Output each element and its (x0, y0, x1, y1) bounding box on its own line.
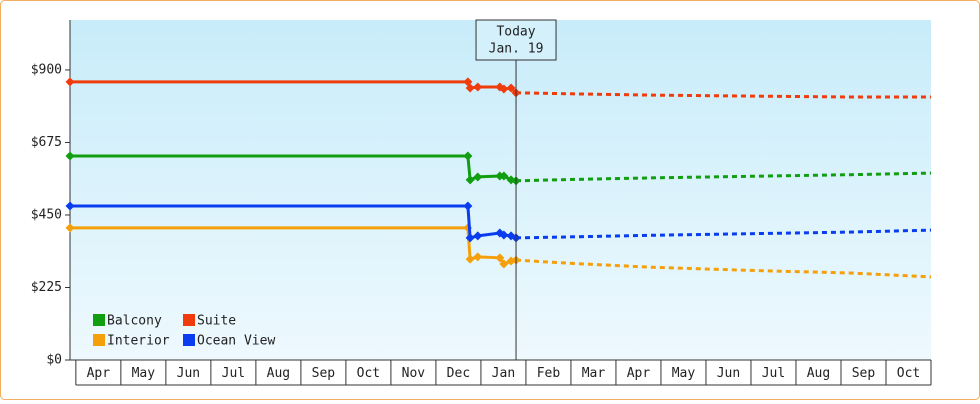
x-tick-label: Aug (267, 366, 290, 381)
y-tick-label: $900 (31, 62, 62, 77)
data-point (465, 175, 475, 185)
x-tick-label: Jul (222, 366, 245, 381)
data-point (465, 83, 475, 93)
data-point (465, 254, 475, 264)
data-point (465, 233, 475, 243)
data-point (65, 201, 75, 211)
y-tick-label: $0 (46, 353, 62, 368)
data-point (473, 172, 483, 182)
x-tick-label: Aug (807, 366, 830, 381)
plot-area (70, 20, 931, 360)
x-tick-label: Jan (492, 366, 515, 381)
data-point (499, 84, 509, 94)
data-point (65, 151, 75, 161)
legend-label: Suite (197, 314, 236, 329)
x-tick-label: Jul (762, 366, 785, 381)
legend-swatch (93, 334, 105, 346)
legend-label: Balcony (107, 314, 162, 329)
today-label: Jan. 19 (489, 42, 544, 57)
x-tick-label: May (672, 366, 696, 381)
x-tick-label: Oct (897, 366, 920, 381)
y-tick-label: $675 (31, 135, 62, 150)
legend-swatch (93, 314, 105, 326)
x-tick-label: Nov (402, 366, 426, 381)
forecast-line (515, 228, 932, 240)
y-tick-label: $225 (31, 280, 62, 295)
x-tick-label: Apr (87, 366, 111, 381)
x-tick-label: Sep (852, 366, 876, 381)
x-tick-label: Mar (582, 366, 606, 381)
x-tick-label: Jun (717, 366, 740, 381)
x-tick-label: Jun (177, 366, 200, 381)
data-point (463, 201, 473, 211)
data-point (473, 252, 483, 262)
data-point (499, 230, 509, 240)
x-tick-label: Dec (447, 366, 470, 381)
data-point (65, 77, 75, 87)
today-box (475, 19, 557, 61)
data-point (463, 151, 473, 161)
data-point (499, 259, 509, 269)
forecast-line (515, 91, 931, 99)
today-label: Today (496, 25, 535, 40)
forecast-line (515, 258, 932, 279)
legend-swatch (183, 334, 195, 346)
x-tick-label: Apr (627, 366, 651, 381)
y-tick-label: $450 (31, 207, 62, 222)
data-point (473, 82, 483, 92)
data-point (495, 253, 505, 263)
legend-swatch (183, 314, 195, 326)
x-tick-label: Sep (312, 366, 336, 381)
legend-label: Ocean View (197, 334, 275, 349)
data-point (499, 171, 509, 181)
legend-label: Interior (107, 334, 170, 349)
data-point (506, 83, 516, 93)
data-point (473, 231, 483, 241)
x-tick-label: May (132, 366, 156, 381)
x-tick-label: Feb (537, 366, 561, 381)
forecast-line (515, 171, 932, 183)
data-point (65, 223, 75, 233)
x-tick-label: Oct (357, 366, 380, 381)
